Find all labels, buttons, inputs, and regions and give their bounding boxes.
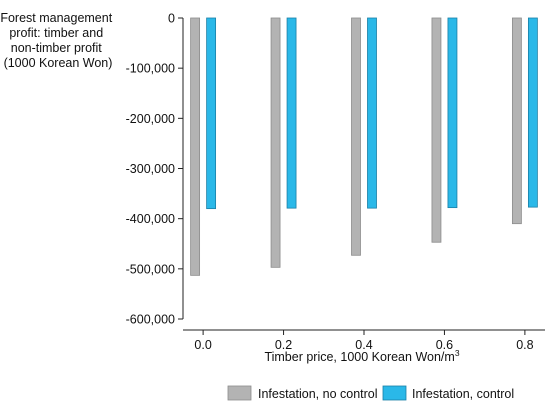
y-tick-label: -100,000	[126, 62, 175, 76]
legend-label-control: Infestation, control	[412, 387, 514, 401]
y-axis-label: Forest management profit: timber and non…	[0, 11, 115, 70]
y-tick-label: -300,000	[126, 162, 175, 176]
bars	[190, 17, 538, 276]
x-ticks: 0.0 0.2 0.4 0.6 0.8	[194, 330, 534, 352]
y-tick-label: -600,000	[126, 313, 175, 327]
bar-no-control	[270, 17, 281, 268]
x-axis-label: Timber price, 1000 Korean Won/m3	[264, 348, 459, 364]
x-tick-label: 0.8	[516, 338, 533, 352]
bar-no-control	[190, 17, 201, 276]
x-axis-label-superscript: 3	[455, 348, 460, 358]
y-ticks: 0 -100,000 -200,000 -300,000 -400,000 -500,00…	[126, 12, 183, 327]
y-tick-label: -500,000	[126, 262, 175, 276]
bar-control	[447, 17, 458, 209]
bar-control	[367, 17, 377, 209]
y-tick-label: -400,000	[126, 212, 175, 226]
y-axis-label-line-4: (1000 Korean Won)	[4, 56, 113, 70]
y-axis-label-line-3: non-timber profit	[11, 41, 103, 55]
bar-control	[286, 17, 297, 209]
x-tick-label: 0.0	[194, 338, 211, 352]
bar-control	[206, 17, 217, 210]
bar-no-control	[431, 17, 442, 243]
x-tick-label: 0.4	[355, 338, 372, 352]
legend-swatch-control	[382, 385, 407, 401]
bar-control	[527, 17, 538, 208]
y-axis-label-line-2: profit: timber and	[9, 26, 103, 40]
x-tick-label: 0.2	[275, 338, 292, 352]
y-tick-label: 0	[168, 12, 175, 26]
y-axis-label-line-1: Forest management	[0, 11, 112, 25]
legend-label-no-control: Infestation, no control	[258, 387, 378, 401]
legend-swatch-no-control	[227, 385, 252, 401]
legend: Infestation, no control Infestation, con…	[227, 385, 514, 401]
x-tick-label: 0.6	[436, 338, 453, 352]
x-axis-label-main: Timber price, 1000 Korean Won/m	[264, 350, 454, 364]
bar-no-control	[511, 17, 522, 225]
y-tick-label: -200,000	[126, 112, 175, 126]
bar-no-control	[351, 17, 361, 256]
